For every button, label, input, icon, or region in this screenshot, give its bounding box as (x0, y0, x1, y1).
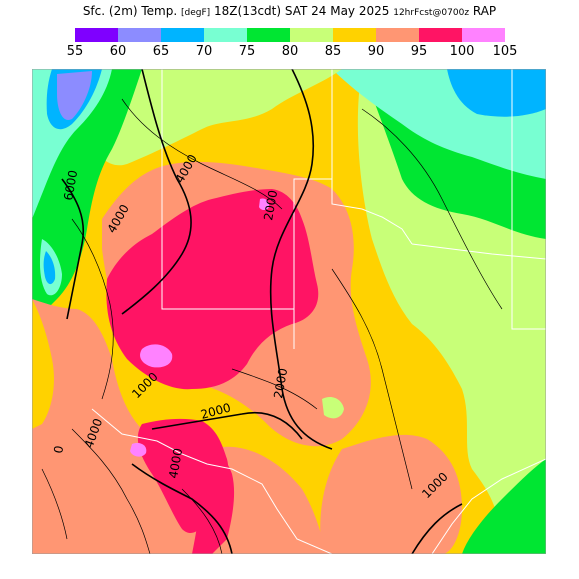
band-65-northeast (447, 69, 546, 117)
legend-tick-75: 75 (238, 44, 256, 59)
contour-thick-1000-east (411, 503, 463, 554)
border-state-far-east (511, 69, 546, 330)
title-forecast-hour: 12hrFcst@0700z (393, 8, 470, 18)
contour-thin-3 (361, 108, 503, 310)
legend-tick-85: 85 (324, 44, 342, 59)
band-95-core (106, 189, 319, 390)
legend-tick-80: 80 (281, 44, 299, 59)
band-100-hotspot-3 (130, 443, 147, 457)
title-main: Sfc. (2m) Temp. (82, 4, 178, 18)
legend-tick-100: 100 (449, 44, 475, 59)
color-legend (75, 28, 505, 42)
contour-label-2000-central: 2000 (261, 189, 280, 222)
band-90-southeast (320, 434, 462, 554)
legend-swatch-95 (419, 28, 462, 42)
contour-thin-6 (71, 428, 151, 554)
contour-label-2000-south: 2000 (271, 367, 290, 400)
legend-tick-70: 70 (195, 44, 213, 59)
legend-ticks: 55 60 65 70 75 80 85 90 95 100 105 (60, 44, 525, 62)
border-state-east-south (411, 243, 546, 260)
band-100-hotspot-2 (259, 198, 270, 210)
contour-thin-2 (121, 98, 283, 210)
legend-tick-55: 55 (66, 44, 84, 59)
legend-swatch-80 (290, 28, 333, 42)
legend-tick-95: 95 (410, 44, 428, 59)
contour-thick-2000-south (151, 412, 303, 440)
temperature-fill (32, 69, 546, 554)
band-95-border (192, 452, 235, 554)
contour-thick-4000-south (131, 463, 233, 554)
contour-thin-1 (71, 218, 114, 400)
title-model: RAP (472, 4, 497, 18)
contour-label-6000: 6000 (61, 169, 80, 202)
contour-label-0-west: 0 (51, 445, 66, 455)
legend-tick-105: 105 (492, 44, 518, 59)
band-85-west-coast (32, 299, 54, 429)
title-units: [degF] (181, 8, 211, 18)
legend-swatch-90 (376, 28, 419, 42)
political-boundaries (91, 69, 546, 554)
legend-swatch-55 (75, 28, 118, 42)
contour-thin-4 (331, 268, 413, 490)
title-valid-time: 18Z(13cdt) SAT 24 May 2025 (214, 4, 390, 18)
legend-swatch-85 (333, 28, 376, 42)
band-100-hotspot-1 (140, 344, 173, 368)
band-65-cascade (43, 251, 56, 285)
border-international (91, 408, 333, 554)
elevation-contours-thin (41, 98, 503, 554)
contour-thick-2000 (269, 69, 333, 450)
contour-thin-7 (231, 368, 318, 410)
border-coast-south (431, 458, 546, 554)
contour-thick-4000-north (121, 69, 192, 315)
legend-swatch-65 (161, 28, 204, 42)
legend-tick-60: 60 (109, 44, 127, 59)
band-80-north (92, 69, 342, 166)
legend-swatch-70 (204, 28, 247, 42)
contour-thick-6000 (61, 178, 85, 320)
legend-tick-90: 90 (367, 44, 385, 59)
contour-thin-8 (41, 468, 68, 540)
band-60-northwest (57, 71, 92, 120)
legend-swatch-100 (462, 28, 505, 42)
legend-tick-65: 65 (152, 44, 170, 59)
map-title: Sfc. (2m) Temp. [degF] 18Z(13cdt) SAT 24… (0, 4, 579, 18)
legend-swatch-75 (247, 28, 290, 42)
band-75-southeast (462, 459, 546, 554)
band-80-central-patch (322, 397, 344, 419)
contour-label-4000-south: 4000 (166, 447, 185, 480)
band-90-west (32, 299, 327, 554)
contour-thin-5 (181, 488, 223, 554)
elevation-contours-thick (61, 69, 463, 554)
legend-swatch-60 (118, 28, 161, 42)
